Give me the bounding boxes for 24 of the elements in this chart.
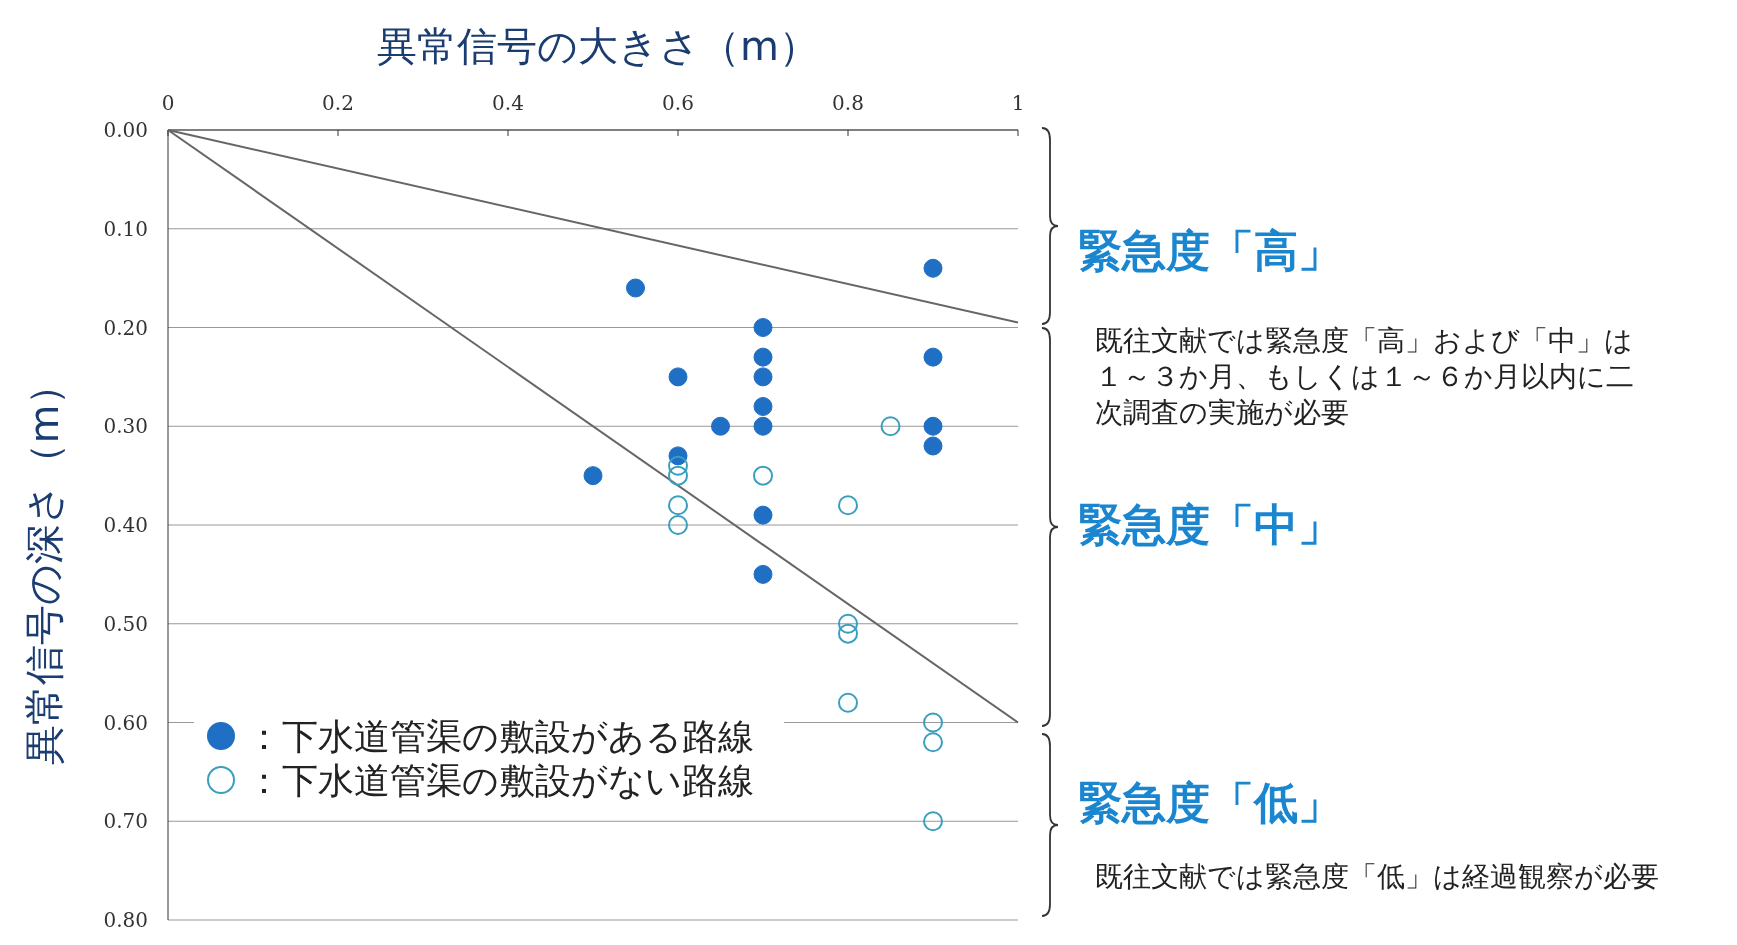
x-axis-title: 異常信号の大きさ（m）	[377, 23, 819, 69]
text: 既往文献では緊急度「低」は経過観察が必要	[1095, 860, 1659, 893]
text: 緊急度「高」	[1078, 225, 1342, 276]
y-tick-label: 0.50	[103, 611, 148, 636]
y-tick-label: 0.20	[103, 315, 148, 340]
text: 緊急度「中」	[1078, 499, 1342, 550]
text: 緊急度「低」	[1078, 777, 1342, 828]
y-axis-title: 異常信号の深さ（m）	[21, 364, 67, 766]
y-tick-label: 0.60	[103, 710, 148, 735]
y-tick-label: 0.70	[103, 809, 148, 834]
y-tick-label: 0.30	[103, 414, 148, 439]
y-tick-label: 0.80	[103, 908, 148, 932]
y-tick-label: 0.40	[103, 513, 148, 537]
legend-label: ：下水道管渠の敷設がない路線	[246, 760, 754, 801]
y-tick-label: 0.00	[103, 118, 148, 142]
x-tick-label: 0.2	[322, 91, 354, 115]
x-tick-label: 0	[161, 91, 175, 115]
x-tick-label: 0.6	[662, 91, 694, 115]
text: 既往文献では緊急度「高」および「中」は１～３か月、もしくは１～６か月以内に二次調査の実施が必要	[1095, 324, 1634, 429]
y-tick-label: 0.10	[103, 216, 148, 241]
x-tick-label: 0.8	[832, 91, 864, 115]
legend-label: ：下水道管渠の敷設がある路線	[246, 716, 754, 757]
x-tick-label: 1	[1011, 91, 1025, 115]
x-tick-label: 0.4	[492, 91, 524, 115]
